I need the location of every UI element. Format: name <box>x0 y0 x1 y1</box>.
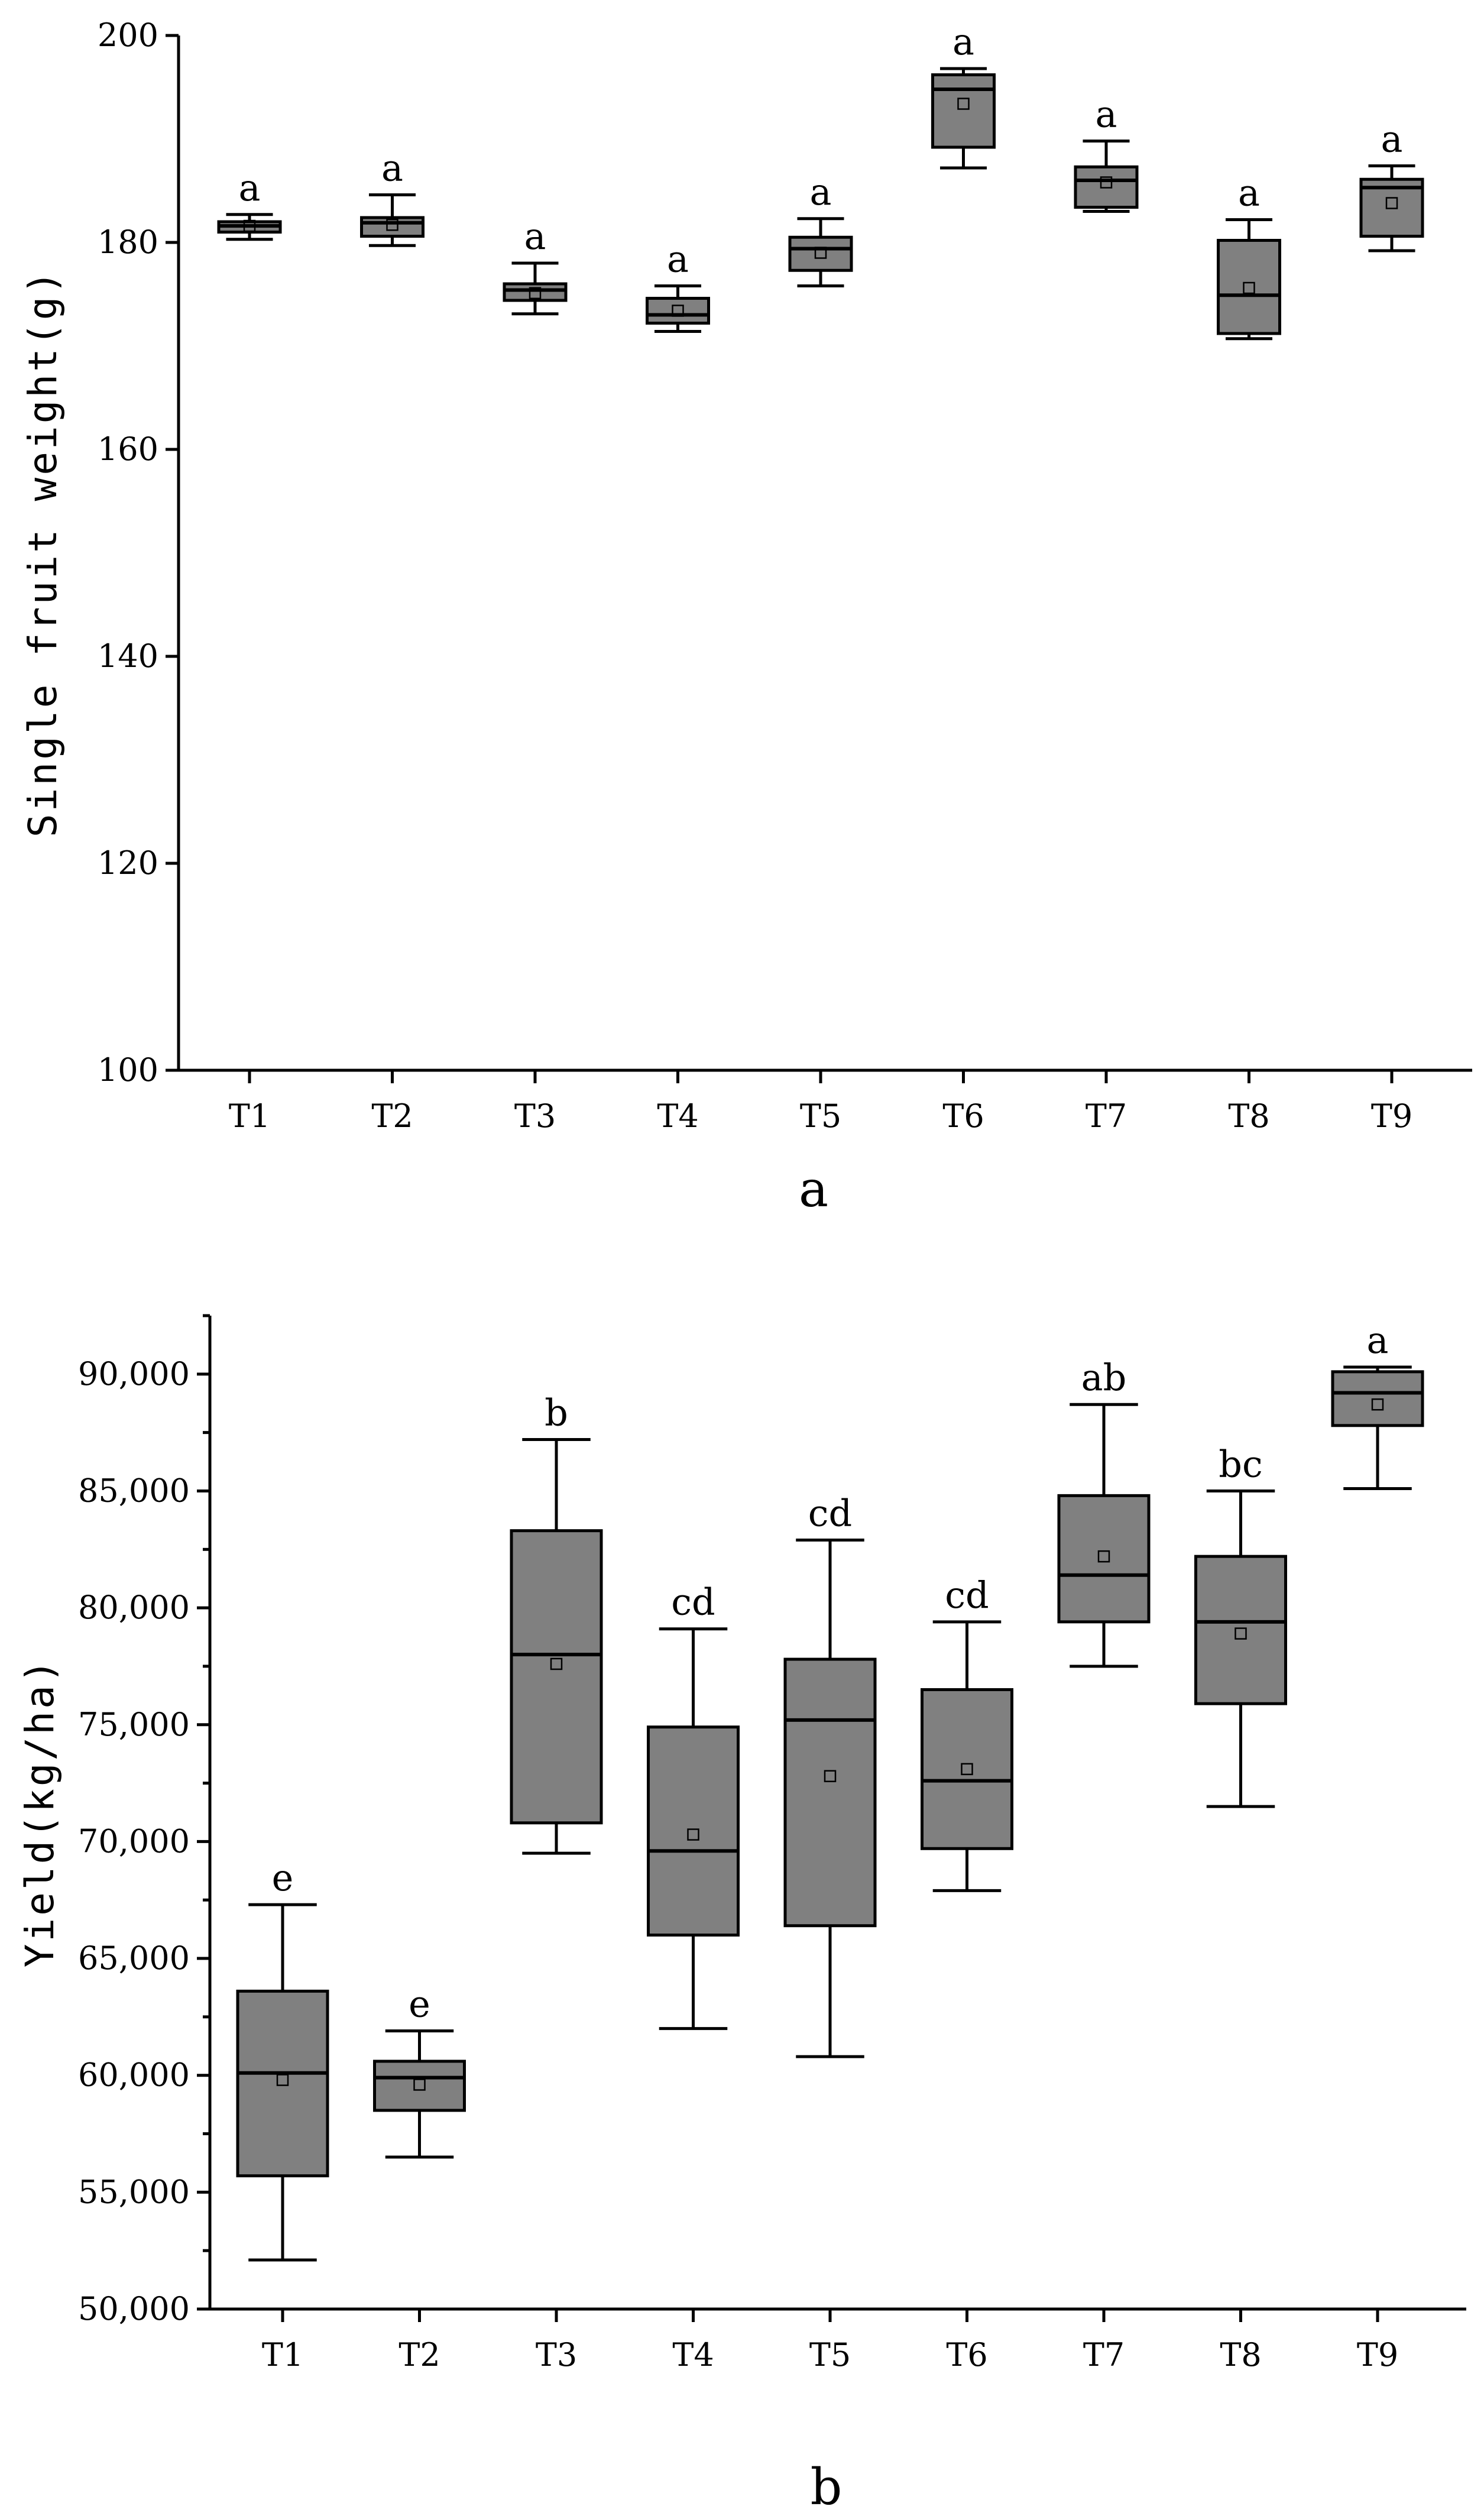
significance-label: ab <box>1081 1356 1127 1399</box>
panel-a-single-fruit-weight: 100 120 140 160 180 200 Single fruit weight(g)… <box>20 17 1472 1218</box>
x-tick-label-t5: T5 <box>800 1097 841 1135</box>
x-tick-label-t9: T9 <box>1357 2336 1398 2373</box>
mean-marker <box>1234 1627 1247 1640</box>
box-t6 <box>921 1688 1013 1850</box>
mean-marker <box>276 2074 289 2086</box>
significance-label: a <box>524 215 546 258</box>
x-tick-label-t7: T7 <box>1086 1097 1127 1135</box>
x-tick-label-t2: T2 <box>398 2336 440 2373</box>
x-tick-label-t2: T2 <box>371 1097 413 1135</box>
x-tick-label-t9: T9 <box>1371 1097 1412 1135</box>
box-t8 <box>1194 1555 1287 1705</box>
x-tick-label-t6: T6 <box>946 2336 987 2373</box>
panel-b-yield: 50,000 55,000 60,000 65,000 70,000 75,000 80,0… <box>17 1314 1466 2516</box>
significance-label: a <box>810 170 832 213</box>
x-tick-label-t8: T8 <box>1220 2336 1261 2373</box>
box-t5 <box>788 235 853 272</box>
y-tick-label: 100 <box>98 1051 158 1089</box>
panel-label: a <box>799 1160 828 1218</box>
x-tick-label-t6: T6 <box>942 1097 984 1135</box>
significance-label: a <box>1096 93 1117 136</box>
significance-label: a <box>1238 171 1260 215</box>
x-tick-label-t3: T3 <box>514 1097 556 1135</box>
box-t7 <box>1057 1494 1151 1624</box>
significance-label: a <box>952 20 974 63</box>
significance-label: a <box>381 147 403 190</box>
y-tick-label: 180 <box>98 224 158 261</box>
mean-marker <box>529 287 542 299</box>
mean-marker <box>1371 1398 1384 1411</box>
mean-marker <box>243 219 256 232</box>
mean-marker <box>1097 1550 1110 1563</box>
significance-label: b <box>545 1391 568 1435</box>
box-t5 <box>783 1657 877 1928</box>
box-t4 <box>647 1725 740 1937</box>
y-tick-label: 50,000 <box>78 2290 190 2327</box>
box-t2 <box>360 216 425 238</box>
y-tick-label: 75,000 <box>78 1706 190 1743</box>
y-tick-label: 90,000 <box>78 1355 190 1393</box>
mean-marker <box>1100 176 1113 189</box>
x-tick-label-t5: T5 <box>809 2336 851 2373</box>
box-t1 <box>236 1989 329 2178</box>
panel-label: b <box>811 2458 843 2516</box>
y-tick-label: 140 <box>98 637 158 675</box>
box-t6 <box>931 73 996 149</box>
x-tick-label-t4: T4 <box>672 2336 714 2373</box>
y-tick-label: 80,000 <box>78 1589 190 1626</box>
y-tick-label: 200 <box>98 17 158 54</box>
x-tick-label-t1: T1 <box>229 1097 270 1135</box>
significance-label: cd <box>945 1573 989 1617</box>
significance-label: a <box>239 166 261 209</box>
significance-label: e <box>272 1856 294 1899</box>
box-t4 <box>646 297 710 325</box>
mean-marker <box>1243 281 1255 294</box>
x-tick-label-t8: T8 <box>1228 1097 1269 1135</box>
y-axis-title: Single fruit weight(g) <box>20 268 66 837</box>
significance-label: cd <box>808 1491 852 1534</box>
mean-marker <box>687 1828 699 1841</box>
y-tick-label: 160 <box>98 430 158 468</box>
mean-marker <box>550 1657 563 1670</box>
x-tick-label-t7: T7 <box>1083 2336 1125 2373</box>
box-t8 <box>1217 239 1281 335</box>
significance-label: bc <box>1219 1442 1262 1485</box>
significance-label: e <box>409 1983 430 2026</box>
y-tick-label: 55,000 <box>78 2173 190 2210</box>
x-tick-label-t1: T1 <box>262 2336 303 2373</box>
mean-marker <box>814 247 827 259</box>
y-axis-title: Yield(kg/ha) <box>17 1657 63 1968</box>
y-tick-label: 60,000 <box>78 2057 190 2094</box>
x-tick-label-t4: T4 <box>657 1097 698 1135</box>
mean-marker <box>824 1770 837 1782</box>
y-tick-label: 70,000 <box>78 1822 190 1860</box>
mean-marker <box>413 2078 426 2091</box>
box-t3 <box>510 1529 603 1825</box>
mean-marker <box>386 219 398 231</box>
y-tick-label: 120 <box>98 844 158 882</box>
significance-label: a <box>1367 1319 1389 1362</box>
mean-marker <box>672 305 684 317</box>
significance-label: a <box>667 238 689 281</box>
y-tick-label: 65,000 <box>78 1939 190 1977</box>
mean-marker <box>961 1763 973 1776</box>
mean-marker <box>957 98 970 110</box>
box-t7 <box>1074 165 1139 209</box>
significance-label: cd <box>671 1581 715 1624</box>
y-tick-label: 85,000 <box>78 1472 190 1509</box>
box-t2 <box>373 2060 466 2112</box>
mean-marker <box>1385 197 1398 209</box>
x-tick-label-t3: T3 <box>536 2336 577 2373</box>
box-t3 <box>503 282 568 302</box>
significance-label: a <box>1381 118 1403 161</box>
